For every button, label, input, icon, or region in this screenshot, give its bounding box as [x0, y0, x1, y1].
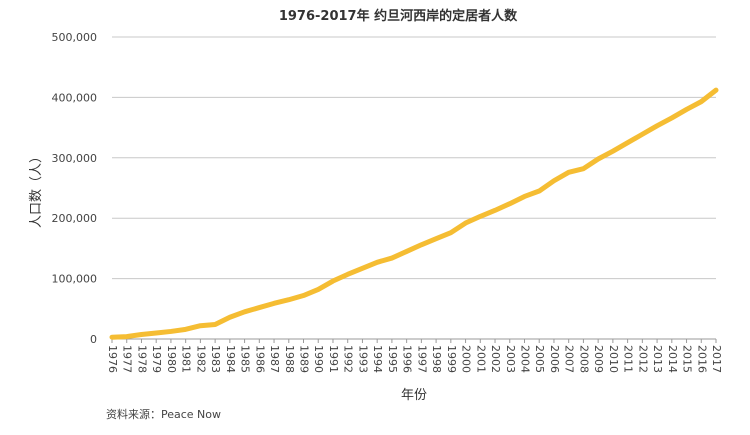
x-tick-label: 1997 — [415, 345, 428, 373]
x-tick-label: 2016 — [695, 345, 708, 373]
x-tick-label: 1982 — [194, 345, 207, 373]
y-axis-ticks: 0 100,000 200,000 300,000 400,000 500,000 — [52, 31, 98, 346]
x-tick-label: 1988 — [283, 345, 296, 373]
x-tick-label: 1998 — [430, 345, 443, 373]
x-tick-label: 2008 — [577, 345, 590, 373]
x-tick-label: 1999 — [445, 345, 458, 373]
x-tick-label: 1980 — [165, 345, 178, 373]
x-tick-label: 1976 — [106, 345, 119, 373]
y-tick-label: 100,000 — [52, 273, 98, 286]
x-tick-label: 2006 — [548, 345, 561, 373]
x-tick-label: 1977 — [121, 345, 134, 373]
x-tick-label: 2004 — [518, 345, 531, 373]
x-tick-label: 2011 — [622, 345, 635, 373]
y-tick-label: 500,000 — [52, 31, 98, 44]
series-line — [109, 87, 719, 340]
source-note: 资料来源：Peace Now — [106, 407, 221, 421]
chart-title: 1976-2017年 约旦河西岸的定居者人数 — [279, 8, 518, 24]
x-tick-label: 2003 — [504, 345, 517, 373]
x-tick-label: 2007 — [563, 345, 576, 373]
x-tick-label: 1979 — [150, 345, 163, 373]
x-tick-label: 1989 — [298, 345, 311, 373]
x-tick-label: 2013 — [651, 345, 664, 373]
x-tick-label: 2001 — [474, 345, 487, 373]
x-tick-label: 1994 — [371, 345, 384, 373]
x-axis-label: 年份 — [401, 388, 427, 403]
x-tick-label: 2012 — [636, 345, 649, 373]
x-tick-label: 1990 — [312, 345, 325, 373]
x-tick-label: 2000 — [460, 345, 473, 373]
x-tick-label: 1993 — [356, 345, 369, 373]
x-tick-label: 2009 — [592, 345, 605, 373]
x-tick-label: 2002 — [489, 345, 502, 373]
x-tick-label: 2017 — [710, 345, 723, 373]
series-layer — [109, 87, 719, 340]
x-tick-label: 1981 — [180, 345, 193, 373]
y-tick-label: 400,000 — [52, 91, 98, 104]
y-tick-label: 200,000 — [52, 212, 98, 225]
x-tick-label: 2005 — [533, 345, 546, 373]
x-tick-label: 1986 — [253, 345, 266, 373]
x-tick-label: 1996 — [401, 345, 414, 373]
grid-lines — [112, 36, 716, 340]
x-tick-label: 1978 — [135, 345, 148, 373]
x-tick-label: 2014 — [666, 345, 679, 373]
x-axis-ticks: 1976 1977 1978 1979 1980 1981 1982 1983 1984 1985… — [106, 339, 723, 373]
x-tick-label: 1992 — [342, 345, 355, 373]
y-tick-label: 0 — [90, 333, 97, 346]
x-tick-label: 1985 — [239, 345, 252, 373]
x-tick-label: 1991 — [327, 345, 340, 373]
x-tick-label: 1983 — [209, 345, 222, 373]
x-tick-label: 1987 — [268, 345, 281, 373]
x-tick-label: 2015 — [681, 345, 694, 373]
x-tick-label: 1984 — [224, 345, 237, 373]
x-tick-label: 2010 — [607, 345, 620, 373]
y-axis-label: 人口数（人） — [29, 150, 44, 228]
x-tick-label: 1995 — [386, 345, 399, 373]
y-tick-label: 300,000 — [52, 152, 98, 165]
